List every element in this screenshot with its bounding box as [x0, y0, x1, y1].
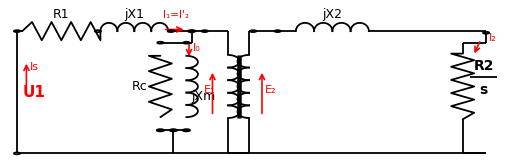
Text: E₁: E₁ [204, 85, 215, 95]
Circle shape [157, 129, 164, 131]
Text: s: s [479, 83, 488, 97]
Text: Rc: Rc [132, 80, 147, 93]
Text: U1: U1 [22, 85, 45, 100]
Text: Is: Is [30, 62, 39, 72]
Text: R1: R1 [53, 8, 70, 21]
Text: I₁=I'₂: I₁=I'₂ [163, 10, 189, 19]
Text: I₂: I₂ [489, 33, 496, 43]
Circle shape [188, 30, 195, 32]
Circle shape [183, 129, 190, 131]
Text: R2: R2 [473, 59, 494, 73]
Text: jXm: jXm [192, 90, 216, 103]
Text: jX2: jX2 [322, 8, 342, 21]
Text: E₂: E₂ [265, 85, 276, 95]
Circle shape [170, 129, 177, 131]
Text: I₀: I₀ [193, 43, 201, 53]
Text: jX1: jX1 [124, 8, 144, 21]
